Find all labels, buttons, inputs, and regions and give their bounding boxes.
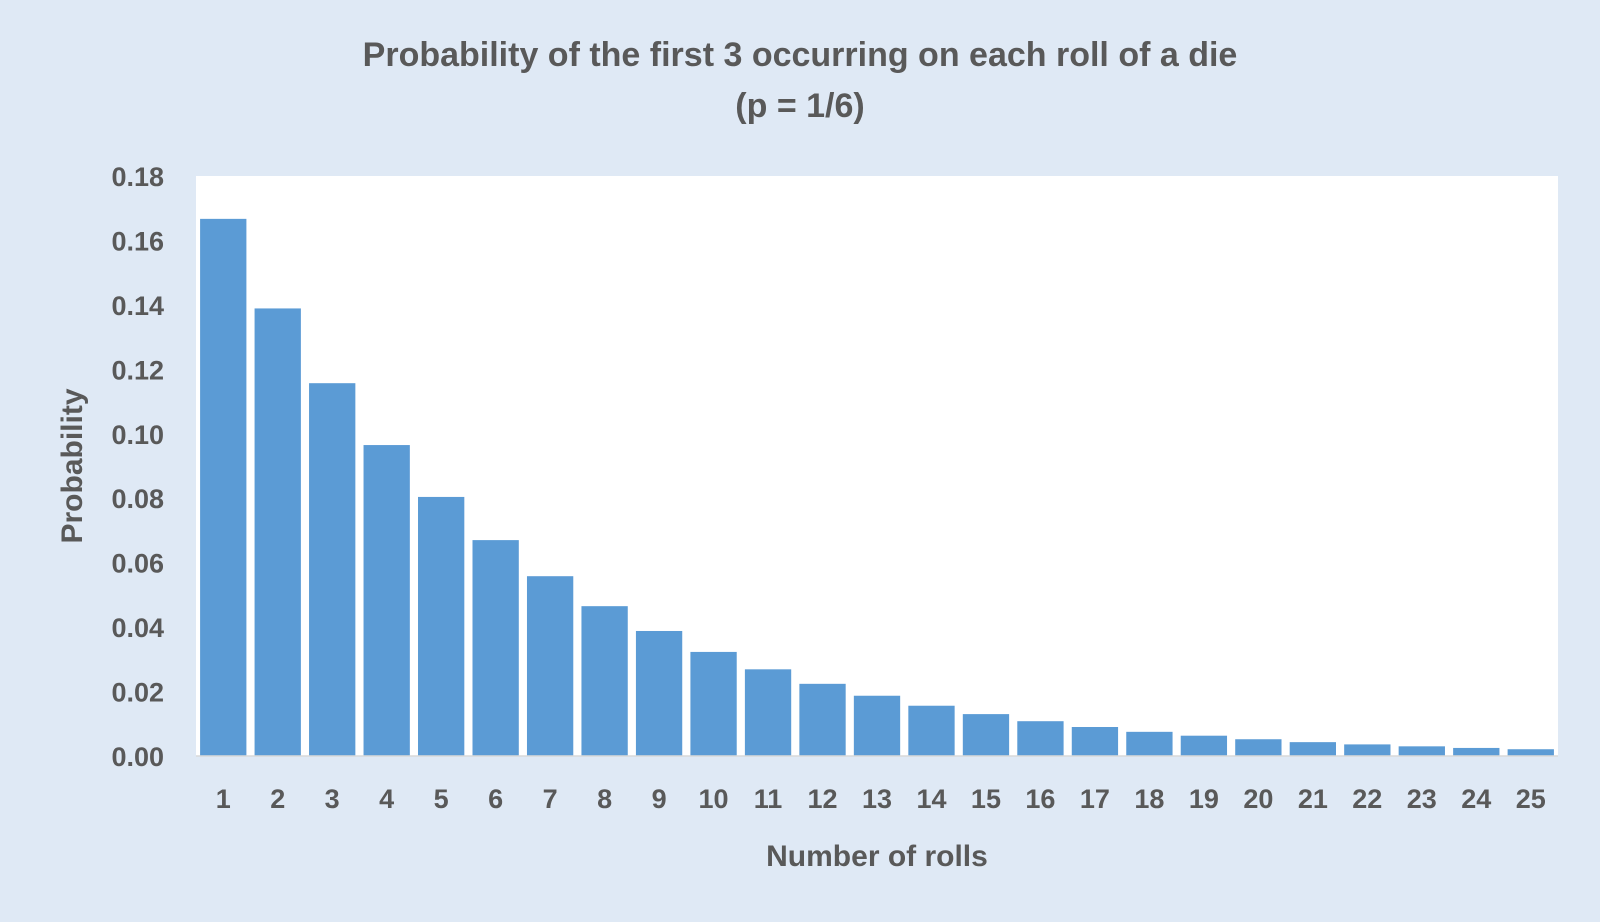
x-tick-label: 19 <box>1189 784 1219 814</box>
bar-3 <box>309 383 356 756</box>
bar-14 <box>908 705 955 756</box>
y-tick-label: 0.18 <box>111 162 164 192</box>
bar-6 <box>472 540 519 756</box>
x-tick-label: 2 <box>270 784 285 814</box>
x-tick-label: 3 <box>325 784 340 814</box>
x-tick-label: 24 <box>1461 784 1491 814</box>
x-tick-label: 20 <box>1243 784 1273 814</box>
x-axis-ticks: 1 2 3 4 5 6 7 8 9 10 11 12 13 14 15 16 17 18 19 20 21 22 23 24 2… <box>216 784 1546 814</box>
y-tick-label: 0.12 <box>111 355 164 385</box>
x-tick-label: 9 <box>652 784 667 814</box>
y-tick-label: 0.06 <box>111 549 164 579</box>
x-tick-label: 25 <box>1516 784 1546 814</box>
bar-22 <box>1344 744 1391 756</box>
bar-18 <box>1126 731 1173 756</box>
x-tick-label: 6 <box>488 784 503 814</box>
bar-4 <box>363 445 410 756</box>
bar-5 <box>418 496 465 756</box>
x-tick-label: 17 <box>1080 784 1110 814</box>
bar-1 <box>200 218 247 757</box>
x-tick-label: 11 <box>754 784 783 814</box>
y-axis-ticks: 0.00 0.02 0.04 0.06 0.08 0.10 0.12 0.14 0.16 0.18 <box>111 162 164 772</box>
y-axis-title: Probability <box>56 388 89 543</box>
bars <box>200 218 1554 757</box>
bar-11 <box>744 669 792 756</box>
bar-7 <box>526 576 574 756</box>
x-tick-label: 8 <box>597 784 612 814</box>
x-tick-label: 15 <box>971 784 1001 814</box>
bar-15 <box>962 714 1010 756</box>
bar-9 <box>635 630 683 756</box>
y-tick-label: 0.04 <box>111 613 164 643</box>
x-tick-label: 14 <box>916 784 946 814</box>
x-tick-label: 22 <box>1352 784 1382 814</box>
bar-8 <box>581 606 628 756</box>
bar-25 <box>1507 749 1554 756</box>
x-axis-title: Number of rolls <box>766 840 988 873</box>
y-tick-label: 0.02 <box>111 678 164 708</box>
x-tick-label: 12 <box>807 784 837 814</box>
x-tick-label: 7 <box>543 784 558 814</box>
y-tick-label: 0.10 <box>111 420 164 450</box>
bar-20 <box>1235 739 1282 756</box>
x-tick-label: 16 <box>1025 784 1055 814</box>
y-tick-label: 0.08 <box>111 484 164 514</box>
bar-13 <box>853 695 901 756</box>
x-tick-label: 18 <box>1134 784 1164 814</box>
bar-2 <box>254 308 301 756</box>
x-tick-label: 13 <box>862 784 892 814</box>
bar-10 <box>690 651 737 756</box>
bar-24 <box>1453 747 1500 756</box>
x-tick-label: 10 <box>699 784 729 814</box>
chart-title: Probability of the first 3 occurring on … <box>362 36 1238 74</box>
x-tick-label: 21 <box>1298 784 1328 814</box>
y-tick-label: 0.14 <box>111 291 164 321</box>
bar-16 <box>1017 721 1064 756</box>
bar-23 <box>1398 746 1445 756</box>
chart-subtitle: (p = 1/6) <box>735 87 865 125</box>
bar-19 <box>1180 735 1228 756</box>
bar-12 <box>799 683 846 756</box>
x-tick-label: 5 <box>434 784 449 814</box>
bar-21 <box>1289 742 1336 756</box>
y-tick-label: 0.16 <box>111 226 164 256</box>
x-tick-label: 1 <box>216 784 231 814</box>
bar-17 <box>1071 727 1119 756</box>
x-tick-label: 23 <box>1407 784 1437 814</box>
y-tick-label: 0.00 <box>111 742 164 772</box>
x-tick-label: 4 <box>379 784 394 814</box>
